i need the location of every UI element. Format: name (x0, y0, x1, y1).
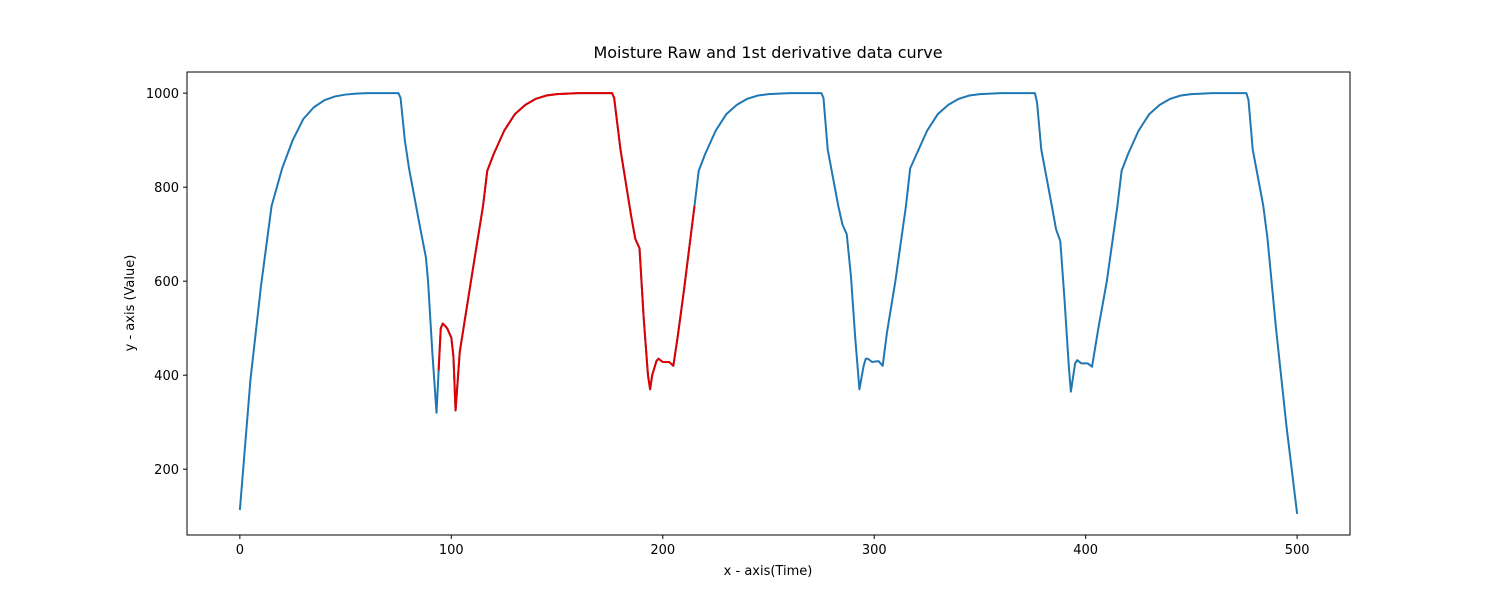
y-tick-label: 400 (154, 369, 179, 384)
chart-title: Moisture Raw and 1st derivative data cur… (593, 43, 942, 62)
line-series (437, 92, 696, 412)
x-tick-label: 200 (650, 543, 675, 558)
x-axis-label: x - axis(Time) (724, 564, 813, 579)
plot-frame (186, 71, 1351, 536)
y-tick-label: 1000 (146, 87, 179, 102)
y-tick-label: 800 (154, 181, 179, 196)
x-tick-label: 100 (439, 543, 464, 558)
y-tick-label: 600 (154, 275, 179, 290)
x-tick-label: 300 (862, 543, 887, 558)
x-tick-label: 500 (1285, 543, 1310, 558)
y-tick-label: 200 (154, 463, 179, 478)
y-axis-label: y - axis (Value) (123, 255, 138, 352)
x-tick-label: 400 (1073, 543, 1098, 558)
x-tick-label: 0 (236, 543, 244, 558)
